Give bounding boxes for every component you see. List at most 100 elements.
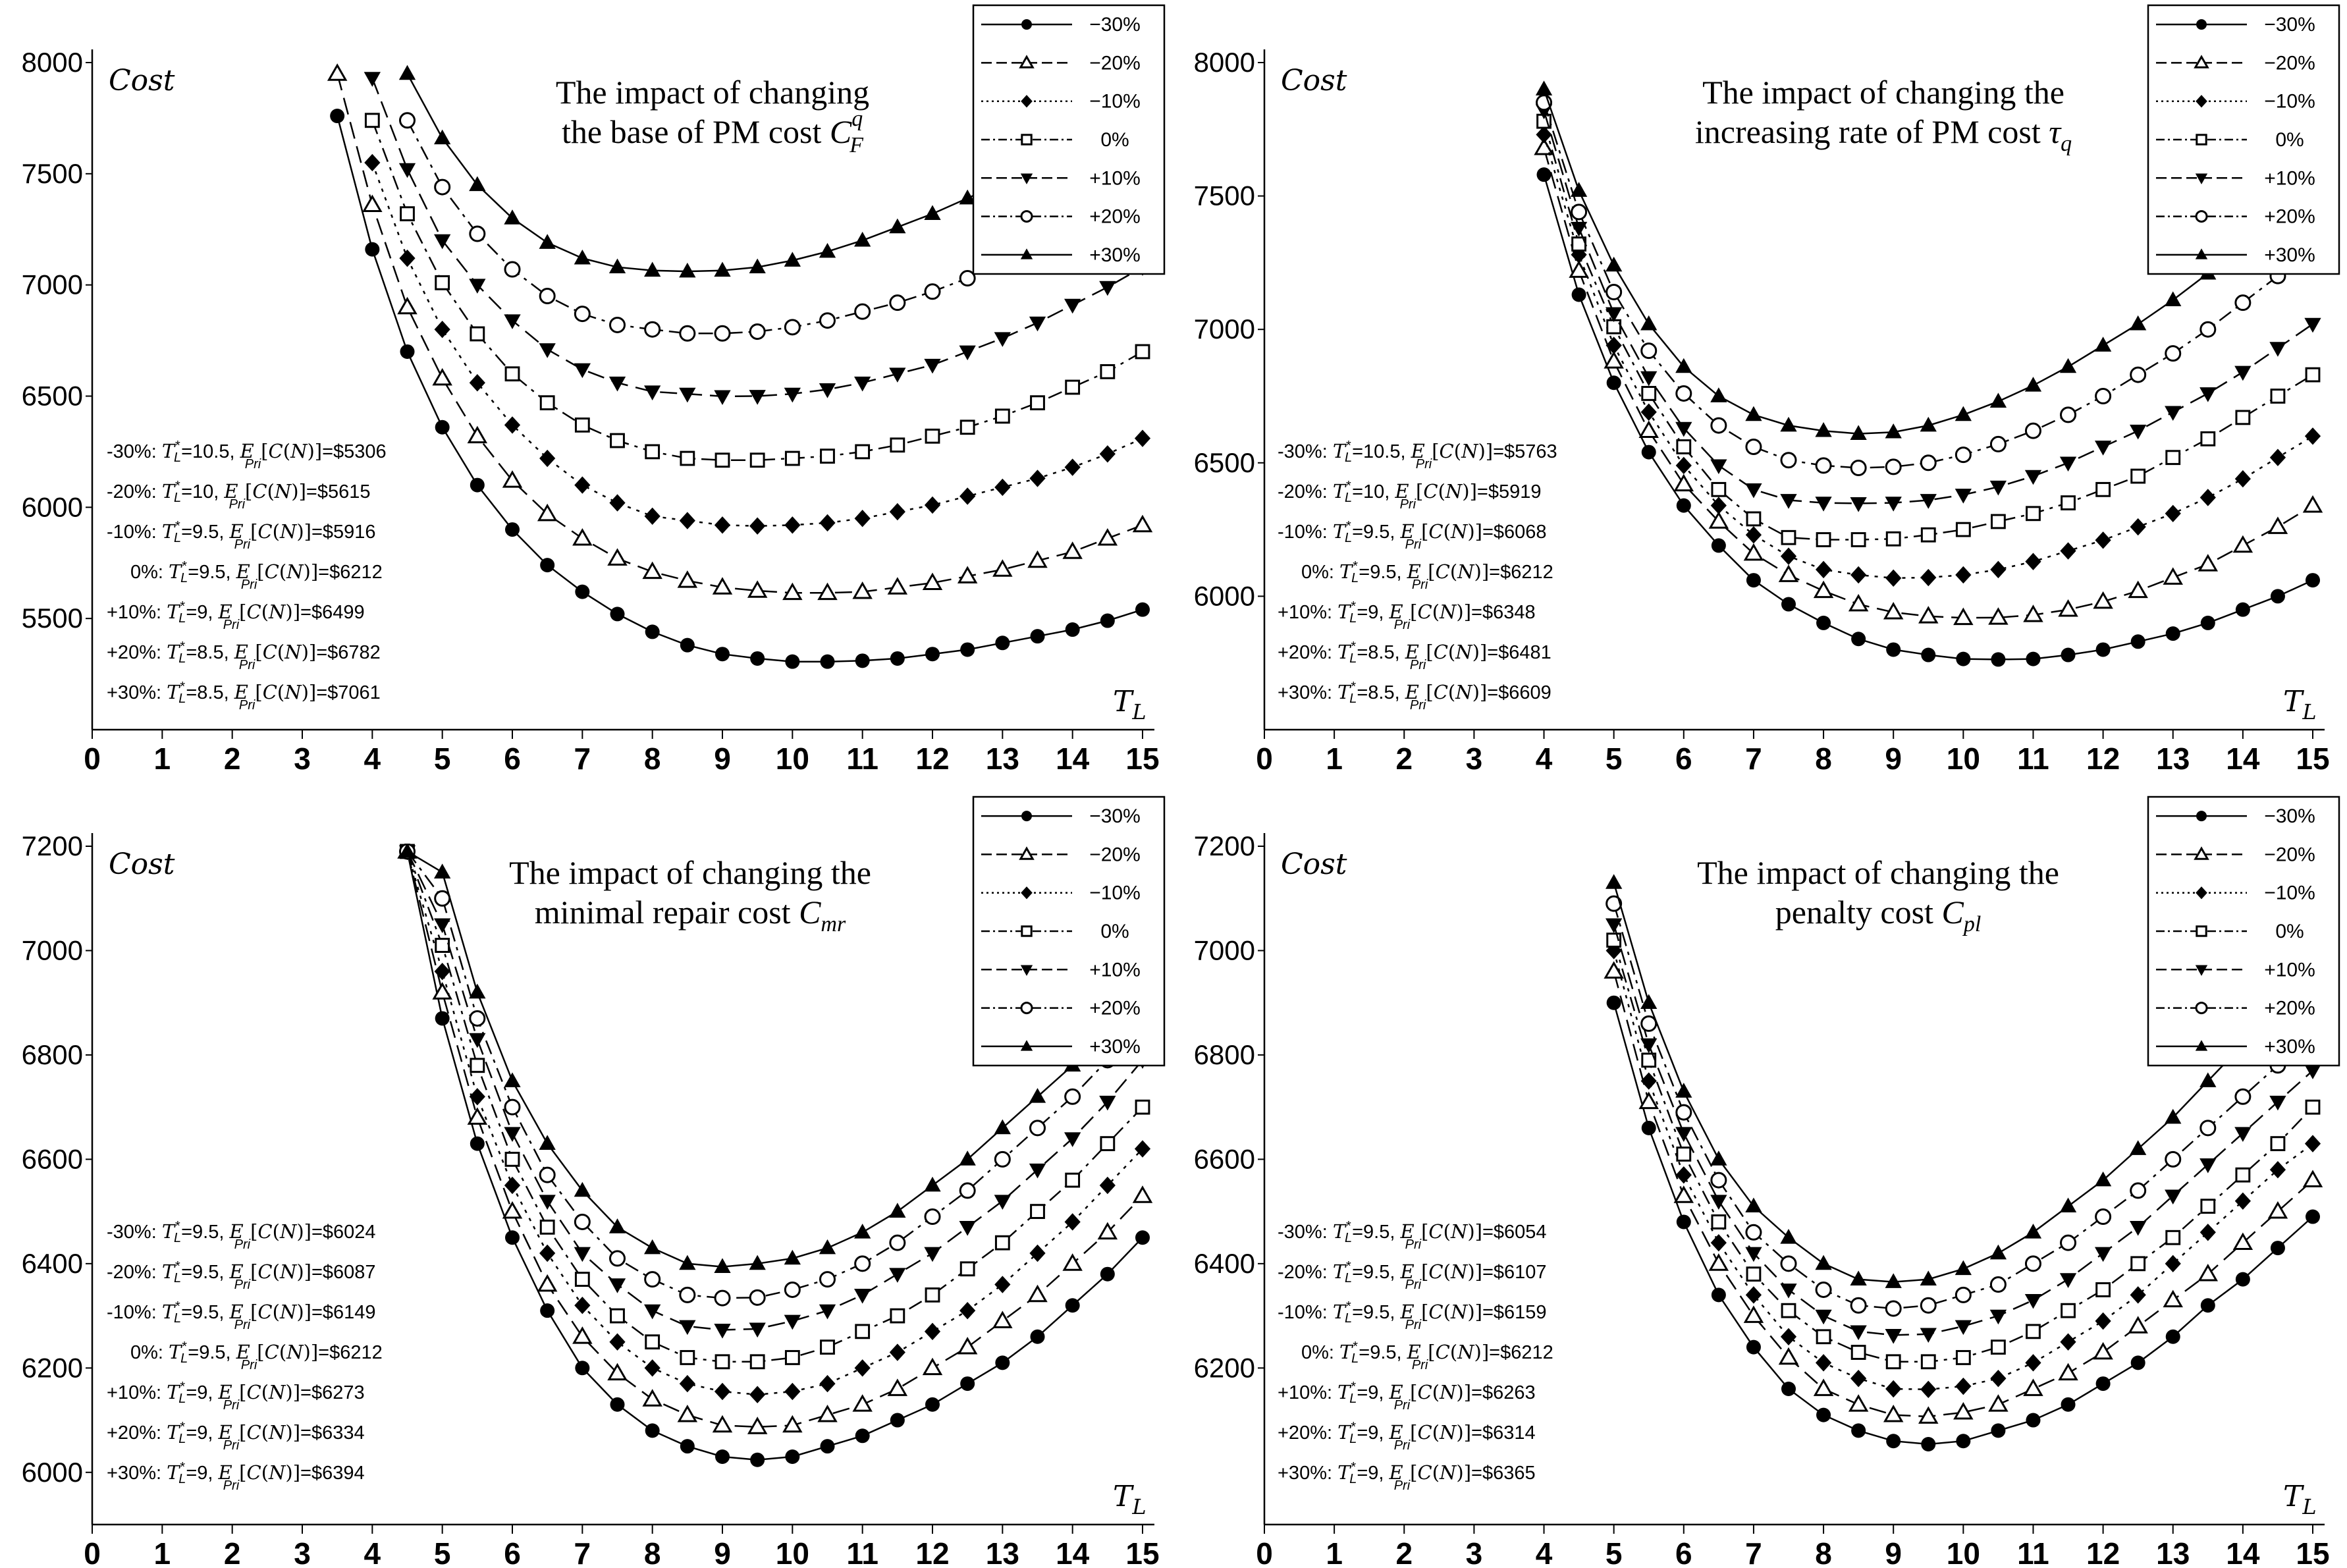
data-point xyxy=(819,383,836,398)
data-point xyxy=(2130,1221,2147,1236)
data-point xyxy=(1989,1244,2007,1260)
data-point xyxy=(1673,1185,1694,1203)
x-tick-label: 0 xyxy=(1256,1536,1273,1568)
legend-marker xyxy=(2195,1040,2208,1051)
data-point xyxy=(1099,1176,1116,1195)
data-point xyxy=(1955,1260,1972,1276)
annotation--30%: -30%: T* L=10.5, E Pri[C(N)]=$5306 xyxy=(107,439,387,472)
data-point xyxy=(890,1308,905,1324)
data-point xyxy=(2061,495,2076,510)
data-point xyxy=(924,205,941,220)
data-point xyxy=(890,437,905,453)
data-point xyxy=(2094,441,2112,456)
data-point xyxy=(1605,874,1623,889)
data-point xyxy=(680,1439,695,1454)
data-point xyxy=(2199,489,2216,506)
chart-title-line-2: the base of PM cost Cq F xyxy=(562,107,864,157)
legend-marker xyxy=(1021,886,1033,900)
data-point xyxy=(924,496,941,514)
data-point xyxy=(540,558,555,573)
data-point xyxy=(399,112,416,129)
legend: −30% −20% −10% 0% +10% +20% +30% xyxy=(972,796,1166,1067)
data-point xyxy=(398,844,416,858)
data-point xyxy=(2026,1413,2041,1428)
data-point xyxy=(434,234,451,250)
data-point xyxy=(2163,1289,2183,1308)
data-point xyxy=(1710,459,1727,475)
data-point xyxy=(2306,1209,2320,1224)
data-point xyxy=(644,1271,661,1288)
data-point xyxy=(2267,516,2288,534)
data-point xyxy=(398,163,416,178)
series-line xyxy=(1613,924,2313,1336)
series-line xyxy=(406,851,1143,1428)
y-tick-label: 7200 xyxy=(1194,830,1255,861)
legend-label: −20% xyxy=(1089,844,1141,865)
data-point xyxy=(1991,652,2006,667)
data-point xyxy=(1989,1309,2007,1325)
series--20% xyxy=(327,63,1153,601)
data-point xyxy=(712,577,733,595)
y-tick-label: 7000 xyxy=(22,934,83,965)
data-point xyxy=(1640,1038,1658,1054)
data-point xyxy=(679,387,696,403)
data-point xyxy=(2060,1234,2077,1251)
data-point xyxy=(995,1355,1010,1370)
legend-label: +30% xyxy=(2264,244,2315,266)
data-point xyxy=(820,654,835,669)
data-point xyxy=(994,1195,1011,1210)
y-tick-label: 7500 xyxy=(1194,180,1255,211)
data-point xyxy=(679,1286,696,1303)
data-point xyxy=(1885,1329,1902,1344)
data-point xyxy=(1991,1423,2006,1438)
data-point xyxy=(925,1287,940,1303)
data-point xyxy=(2093,591,2113,609)
data-point xyxy=(1989,392,2007,408)
data-point xyxy=(608,258,626,274)
data-point xyxy=(925,1397,940,1412)
annotation--10%: -10%: T* L=9.5, E Pri[C(N)]=$6068 xyxy=(1278,519,1547,552)
data-point xyxy=(747,1417,768,1434)
data-point xyxy=(854,1224,871,1239)
data-point xyxy=(2025,553,2041,570)
data-point xyxy=(1571,287,1586,302)
data-point xyxy=(1534,138,1554,155)
data-point xyxy=(502,470,523,488)
data-point xyxy=(1029,1163,1046,1179)
data-point xyxy=(784,1314,801,1330)
legend-label: +20% xyxy=(1089,206,1141,228)
data-point xyxy=(1100,364,1116,379)
data-point xyxy=(1816,532,1831,547)
annotation-+20%: +20%: T* L=8.5, E Pri[C(N)]=$6782 xyxy=(107,639,381,672)
data-point xyxy=(749,1386,766,1403)
data-point xyxy=(1920,1270,1937,1285)
data-point xyxy=(362,194,383,212)
chart-panel-1: 0 1 2 3 4 5 6 7 8 9 10 11 12 13 14 15550060006500700075… xyxy=(22,4,1166,776)
data-point xyxy=(1027,550,1048,568)
data-point xyxy=(2270,1241,2285,1256)
data-point xyxy=(1921,647,1936,662)
y-tick-label: 6800 xyxy=(22,1039,83,1070)
data-point xyxy=(1815,497,1832,512)
data-point xyxy=(2165,1255,2181,1273)
legend-marker xyxy=(1020,248,1033,259)
data-point xyxy=(1604,351,1624,369)
optimum-annotations: -30%: T* L=10.5, E Pri[C(N)]=$5306 -20%: T*… xyxy=(107,439,387,713)
series--30% xyxy=(330,109,1150,669)
data-point xyxy=(1886,1434,1901,1449)
data-point xyxy=(2165,1329,2180,1344)
data-point xyxy=(574,363,591,379)
data-point xyxy=(1134,429,1151,447)
data-point xyxy=(2200,431,2216,446)
legend-marker xyxy=(2196,925,2207,937)
data-point xyxy=(715,1354,730,1370)
data-point xyxy=(855,1324,871,1339)
legend-label: +10% xyxy=(2264,167,2315,189)
data-point xyxy=(2095,642,2111,657)
data-point xyxy=(679,325,696,342)
data-point xyxy=(852,581,873,599)
data-point xyxy=(470,1058,485,1073)
data-point xyxy=(1778,564,1799,582)
annotation--20%: -20%: T* L=9.5, E Pri[C(N)]=$6087 xyxy=(107,1259,376,1292)
legend-marker xyxy=(2196,886,2207,900)
